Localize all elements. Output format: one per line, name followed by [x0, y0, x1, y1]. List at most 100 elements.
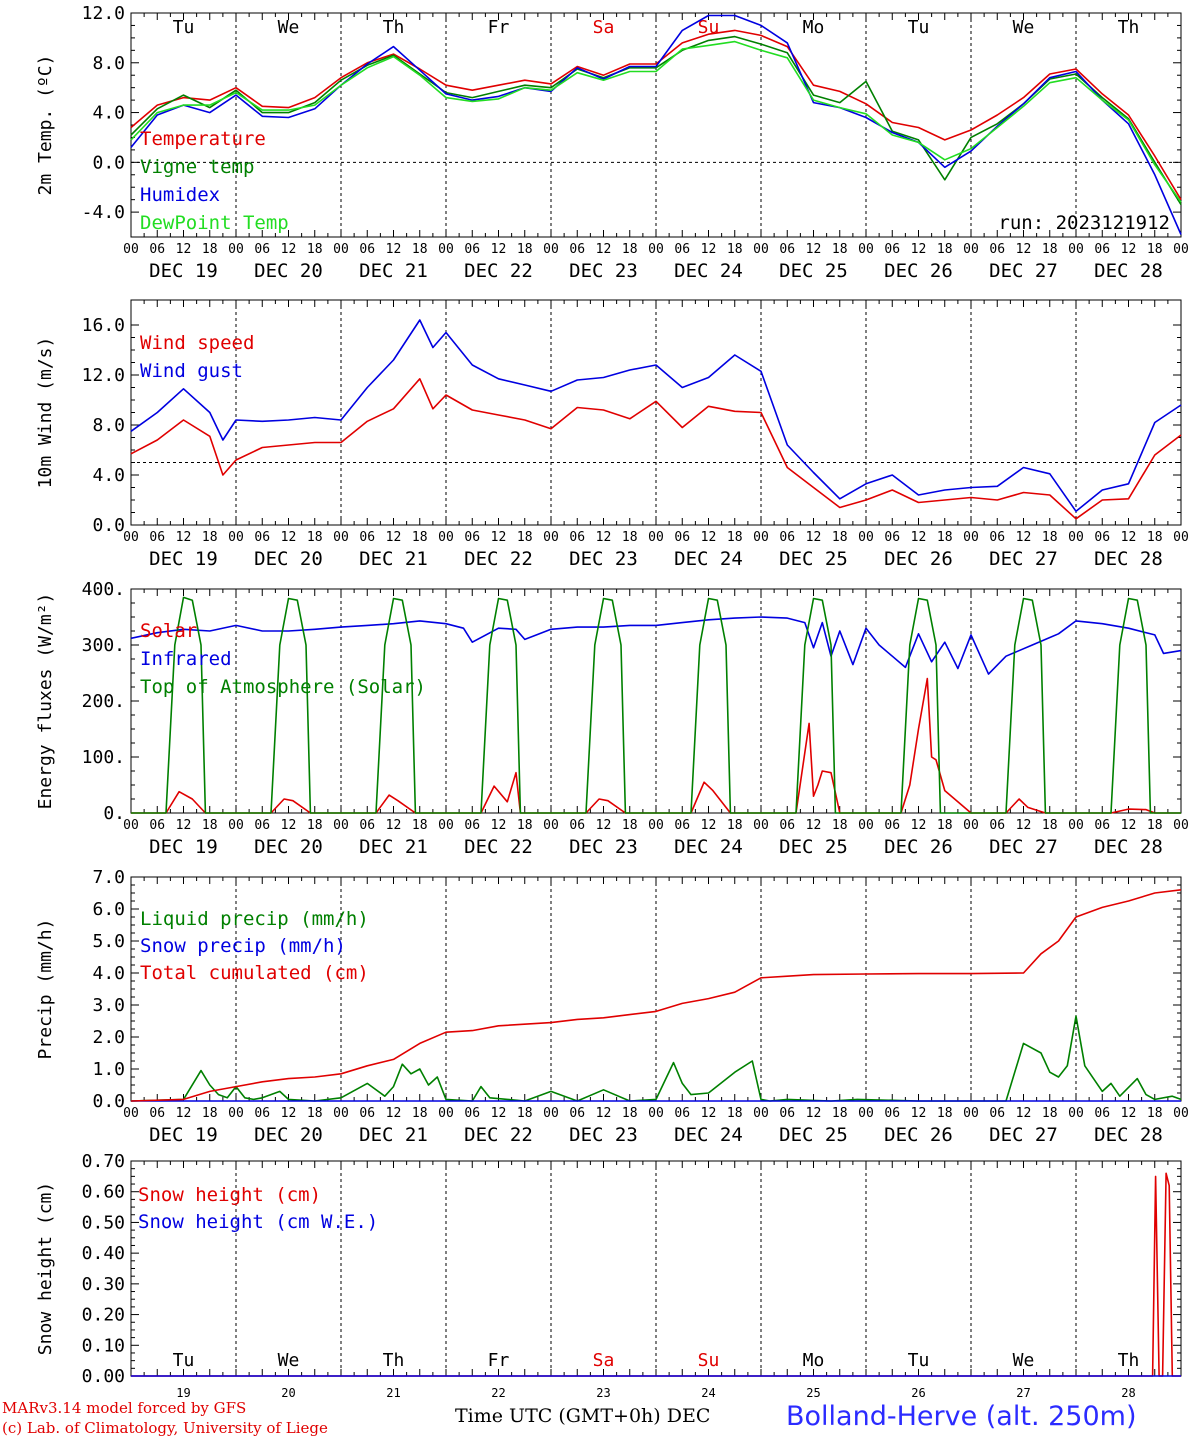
hour-label: 06: [1094, 242, 1110, 257]
hour-label: 18: [727, 242, 743, 257]
series-line-total-cumulated-cm-: [130, 889, 1182, 1102]
date-label: DEC 21: [359, 260, 428, 282]
y-tick-label: 5.0: [92, 931, 125, 952]
panel-temp: -4.0 0.0 4.0 8.0 12.0 2m Temp. (ºC) 00 06 12 18 DE…: [35, 3, 1189, 282]
y-tick-label: 0.50: [82, 1212, 125, 1233]
hour-label: 18: [622, 242, 638, 257]
hour-label: 00: [858, 242, 874, 257]
hour-label: 18: [1042, 242, 1058, 257]
series-line-top-of-atmosphere-solar-: [131, 596, 1181, 814]
hour-label: 06: [254, 242, 270, 257]
hour-label: 06: [359, 1106, 375, 1121]
hour-label: 18: [622, 530, 638, 545]
y-axis-label: Energy fluxes (W/m²): [35, 593, 56, 810]
hour-label: 18: [412, 818, 428, 833]
hour-label: 18: [1147, 1106, 1163, 1121]
day-number: 25: [806, 1386, 820, 1400]
hour-label: 12: [806, 1106, 822, 1121]
y-tick-label: 8.0: [92, 53, 125, 74]
weekday-label: Fr: [488, 17, 510, 38]
plot-frame: [130, 12, 1182, 238]
hour-label: 12: [911, 818, 927, 833]
hour-label: 00: [333, 818, 349, 833]
date-label: DEC 25: [779, 1124, 848, 1146]
y-axis-label: 2m Temp. (ºC): [35, 55, 56, 196]
panel-precip: 0.0 1.0 2.0 3.0 4.0 5.0 6.0 7.0 Precip (mm/h) 00 0…: [35, 867, 1189, 1146]
hour-label: 00: [228, 1106, 244, 1121]
hour-label: 18: [517, 242, 533, 257]
legend-entry: Snow height (cm): [138, 1184, 321, 1206]
legend-entry: Humidex: [140, 184, 220, 206]
hour-label: 12: [701, 1106, 717, 1121]
legend-entry: Top of Atmosphere (Solar): [140, 676, 426, 698]
hour-label: 00: [543, 242, 559, 257]
hour-label: 12: [386, 530, 402, 545]
hour-label: 00: [333, 1106, 349, 1121]
weekday-label: Mo: [803, 17, 825, 38]
series-line-dewpoint-temp: [130, 40, 1182, 203]
date-label: DEC 23: [569, 1124, 638, 1146]
date-label: DEC 26: [884, 548, 953, 570]
plot-frame: [130, 299, 1182, 526]
y-axis-label: Precip (mm/h): [35, 919, 56, 1060]
hour-label: 00: [1173, 530, 1189, 545]
weekday-label: Sa: [593, 17, 615, 38]
y-tick-label: 0.0: [92, 1091, 125, 1112]
hour-label: 12: [1121, 818, 1137, 833]
hour-label: 06: [359, 818, 375, 833]
hour-label: 12: [281, 530, 297, 545]
hour-label: 06: [149, 818, 165, 833]
hour-label: 06: [989, 1106, 1005, 1121]
weekday-label: Fr: [488, 1350, 510, 1371]
legend-entry: Liquid precip (mm/h): [140, 908, 369, 930]
date-label: DEC 27: [989, 836, 1058, 858]
date-label: DEC 21: [359, 1124, 428, 1146]
hour-label: 00: [963, 242, 979, 257]
hour-label: 18: [202, 1106, 218, 1121]
hour-label: 00: [963, 530, 979, 545]
date-label: DEC 20: [254, 836, 323, 858]
hour-label: 06: [884, 242, 900, 257]
date-label: DEC 27: [989, 1124, 1058, 1146]
date-label: DEC 28: [1094, 836, 1163, 858]
y-tick-label: 1.0: [92, 1059, 125, 1080]
series-line-temperature: [130, 29, 1182, 201]
weekday-label: Tu: [908, 17, 930, 38]
panel-wind: 0.0 4.0 8.0 12.0 16.0 10m Wind (m/s) 00 06 12 18 D…: [35, 299, 1189, 570]
hour-label: 12: [491, 530, 507, 545]
hour-label: 06: [674, 242, 690, 257]
hour-label: 18: [832, 818, 848, 833]
y-tick-label: 300.: [82, 635, 125, 656]
y-tick-label: 12.0: [82, 3, 125, 24]
day-number: 21: [386, 1386, 400, 1400]
hour-label: 12: [386, 1106, 402, 1121]
y-tick-label: 400.: [82, 579, 125, 600]
hour-label: 06: [1094, 530, 1110, 545]
day-number: 24: [701, 1386, 715, 1400]
series-line-wind-gust: [130, 319, 1182, 513]
hour-label: 06: [884, 818, 900, 833]
hour-label: 18: [727, 818, 743, 833]
legend-entry: Wind speed: [140, 332, 254, 354]
hour-label: 06: [149, 1106, 165, 1121]
hour-label: 12: [701, 242, 717, 257]
hour-label: 06: [569, 530, 585, 545]
legend-entry: Temperature: [140, 128, 266, 150]
hour-label: 00: [438, 530, 454, 545]
date-label: DEC 28: [1094, 260, 1163, 282]
y-tick-label: 0.70: [82, 1151, 125, 1172]
hour-label: 00: [228, 818, 244, 833]
hour-label: 00: [543, 1106, 559, 1121]
hour-label: 06: [149, 242, 165, 257]
series-line-wind-speed: [130, 377, 1182, 520]
hour-label: 00: [858, 818, 874, 833]
hour-label: 18: [832, 530, 848, 545]
hour-label: 06: [464, 242, 480, 257]
hour-label: 12: [911, 242, 927, 257]
hour-label: 06: [464, 530, 480, 545]
hour-label: 00: [753, 530, 769, 545]
hour-label: 06: [1094, 1106, 1110, 1121]
hour-label: 12: [176, 530, 192, 545]
weekday-label: Su: [698, 1350, 720, 1371]
y-tick-label: 0.60: [82, 1182, 125, 1203]
